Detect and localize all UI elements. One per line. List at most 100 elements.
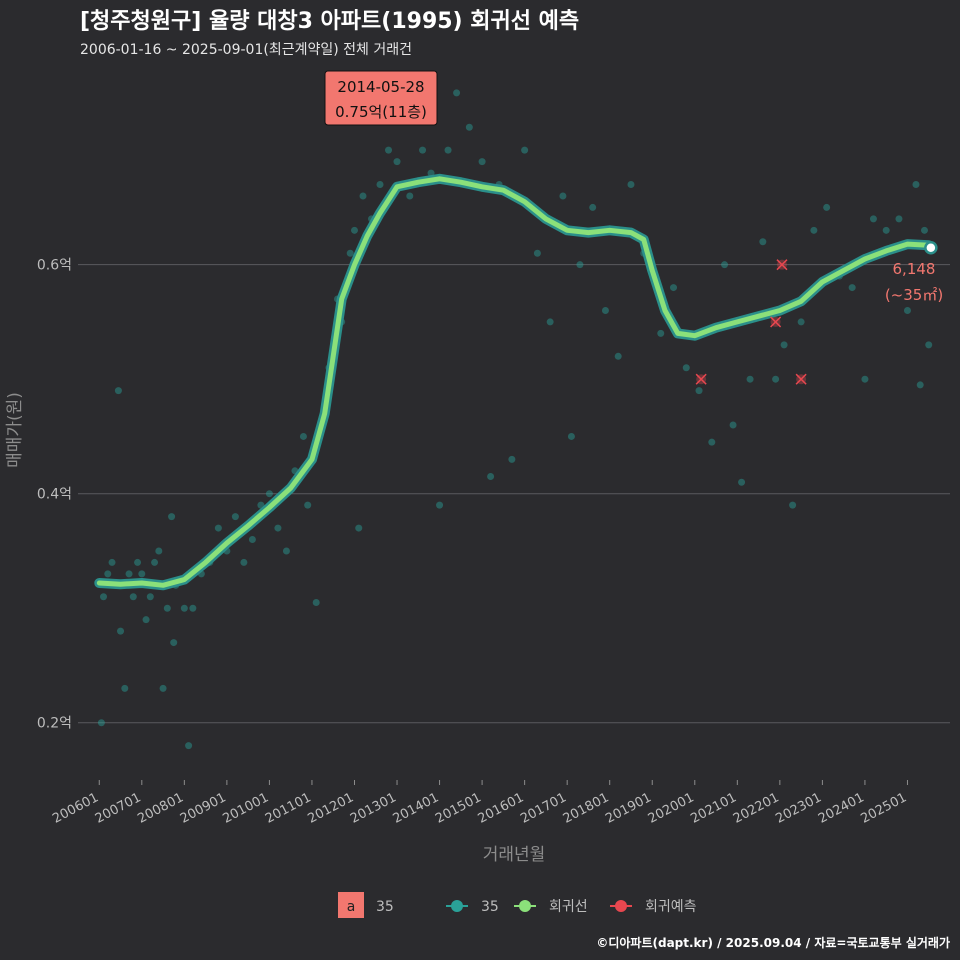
data-point bbox=[129, 593, 137, 601]
caption: ©디아파트(dapt.kr) / 2025.09.04 / 자료=국토교통부 실… bbox=[596, 935, 950, 950]
data-point bbox=[274, 524, 282, 532]
data-point bbox=[789, 501, 797, 509]
prediction-cross bbox=[695, 373, 707, 385]
y-axis-title: 매매가(원) bbox=[5, 392, 25, 468]
data-point bbox=[385, 146, 393, 154]
legend-item-regression[interactable]: 회귀선 bbox=[514, 899, 588, 915]
data-point bbox=[376, 181, 384, 189]
data-point bbox=[797, 318, 805, 326]
data-point bbox=[312, 599, 320, 606]
data-point bbox=[346, 249, 354, 257]
data-point bbox=[627, 181, 635, 189]
legend-item-35[interactable]: 35 bbox=[446, 899, 499, 915]
data-point bbox=[589, 203, 597, 211]
data-point bbox=[151, 558, 159, 566]
data-point bbox=[521, 146, 529, 154]
regression-line bbox=[94, 173, 934, 591]
data-point bbox=[427, 169, 435, 177]
legend-area-key-box bbox=[338, 892, 364, 918]
regression-line-path bbox=[96, 176, 932, 588]
data-point bbox=[240, 558, 248, 566]
prediction-cross bbox=[770, 316, 782, 328]
data-point bbox=[546, 318, 554, 326]
data-point bbox=[359, 192, 367, 200]
data-point bbox=[189, 604, 197, 612]
data-point bbox=[108, 558, 116, 566]
data-point bbox=[393, 158, 401, 166]
legend-predict-marker bbox=[615, 900, 627, 912]
data-point bbox=[903, 306, 911, 314]
data-point bbox=[601, 306, 609, 314]
data-point bbox=[869, 215, 877, 223]
data-point bbox=[533, 249, 541, 257]
data-point bbox=[746, 375, 754, 383]
data-point bbox=[780, 341, 788, 349]
data-point bbox=[231, 513, 239, 521]
tooltip: 2014-05-28 0.75억(11층) bbox=[324, 70, 438, 126]
last-point bbox=[924, 240, 938, 255]
data-point bbox=[134, 558, 142, 566]
data-point bbox=[682, 364, 690, 372]
data-point bbox=[912, 181, 920, 189]
data-point bbox=[159, 684, 167, 692]
tooltip-value: 0.75억(11층) bbox=[335, 103, 427, 121]
gridlines bbox=[78, 264, 950, 724]
data-point bbox=[453, 89, 461, 97]
chart-subtitle: 2006-01-16 ~ 2025-09-01(최근계약일) 전체 거래건 bbox=[80, 42, 412, 58]
data-point bbox=[920, 226, 928, 234]
data-point bbox=[406, 192, 414, 200]
data-point bbox=[142, 616, 150, 624]
data-point bbox=[436, 501, 444, 509]
data-point bbox=[163, 604, 171, 612]
data-point bbox=[138, 570, 146, 578]
y-tick-label: 0.4억 bbox=[37, 487, 72, 503]
legend-item-predict[interactable]: 회귀예측 bbox=[610, 899, 697, 915]
end-label-area: (~35㎡) bbox=[885, 286, 943, 304]
data-point bbox=[444, 146, 452, 154]
data-point bbox=[772, 375, 780, 383]
data-point bbox=[214, 524, 222, 532]
data-point bbox=[567, 432, 575, 440]
x-axis-title: 거래년월 bbox=[483, 845, 546, 865]
data-point bbox=[729, 421, 737, 429]
legend-item-predict-label: 회귀예측 bbox=[645, 899, 697, 915]
data-point bbox=[916, 381, 924, 389]
prediction-markers bbox=[695, 259, 807, 385]
end-label-value: 6,148 bbox=[893, 260, 936, 278]
y-tick-label: 0.6억 bbox=[37, 258, 72, 274]
data-point bbox=[823, 203, 831, 211]
data-point bbox=[170, 639, 178, 647]
data-point bbox=[265, 490, 273, 498]
tooltip-date: 2014-05-28 bbox=[337, 78, 424, 96]
data-point bbox=[114, 387, 122, 395]
data-point bbox=[670, 284, 678, 292]
data-point bbox=[882, 226, 890, 234]
scatter-points bbox=[97, 89, 933, 750]
data-point bbox=[304, 501, 312, 509]
last-point-marker bbox=[924, 240, 938, 255]
data-point bbox=[146, 593, 154, 601]
data-point bbox=[355, 524, 363, 532]
data-point bbox=[810, 226, 818, 234]
data-point bbox=[104, 570, 112, 578]
data-point bbox=[350, 226, 358, 234]
legend-item-regression-label: 회귀선 bbox=[549, 899, 588, 915]
chart-title: [청주청원구] 율량 대창3 아파트(1995) 회귀선 예측 bbox=[80, 9, 579, 34]
data-point bbox=[180, 604, 188, 612]
data-point bbox=[100, 593, 108, 601]
data-point bbox=[465, 123, 473, 131]
data-point bbox=[695, 387, 703, 395]
data-point bbox=[97, 719, 105, 727]
data-point bbox=[559, 192, 567, 200]
data-point bbox=[861, 375, 869, 383]
legend-regression-marker bbox=[519, 900, 531, 912]
data-point bbox=[299, 432, 307, 440]
data-point bbox=[721, 261, 729, 269]
data-point bbox=[282, 547, 290, 555]
y-axis-ticks: 0.2억 0.4억 0.6억 bbox=[37, 258, 72, 732]
prediction-cross bbox=[795, 373, 807, 385]
prediction-cross bbox=[776, 259, 788, 271]
data-point bbox=[576, 261, 584, 269]
data-point bbox=[125, 570, 133, 578]
